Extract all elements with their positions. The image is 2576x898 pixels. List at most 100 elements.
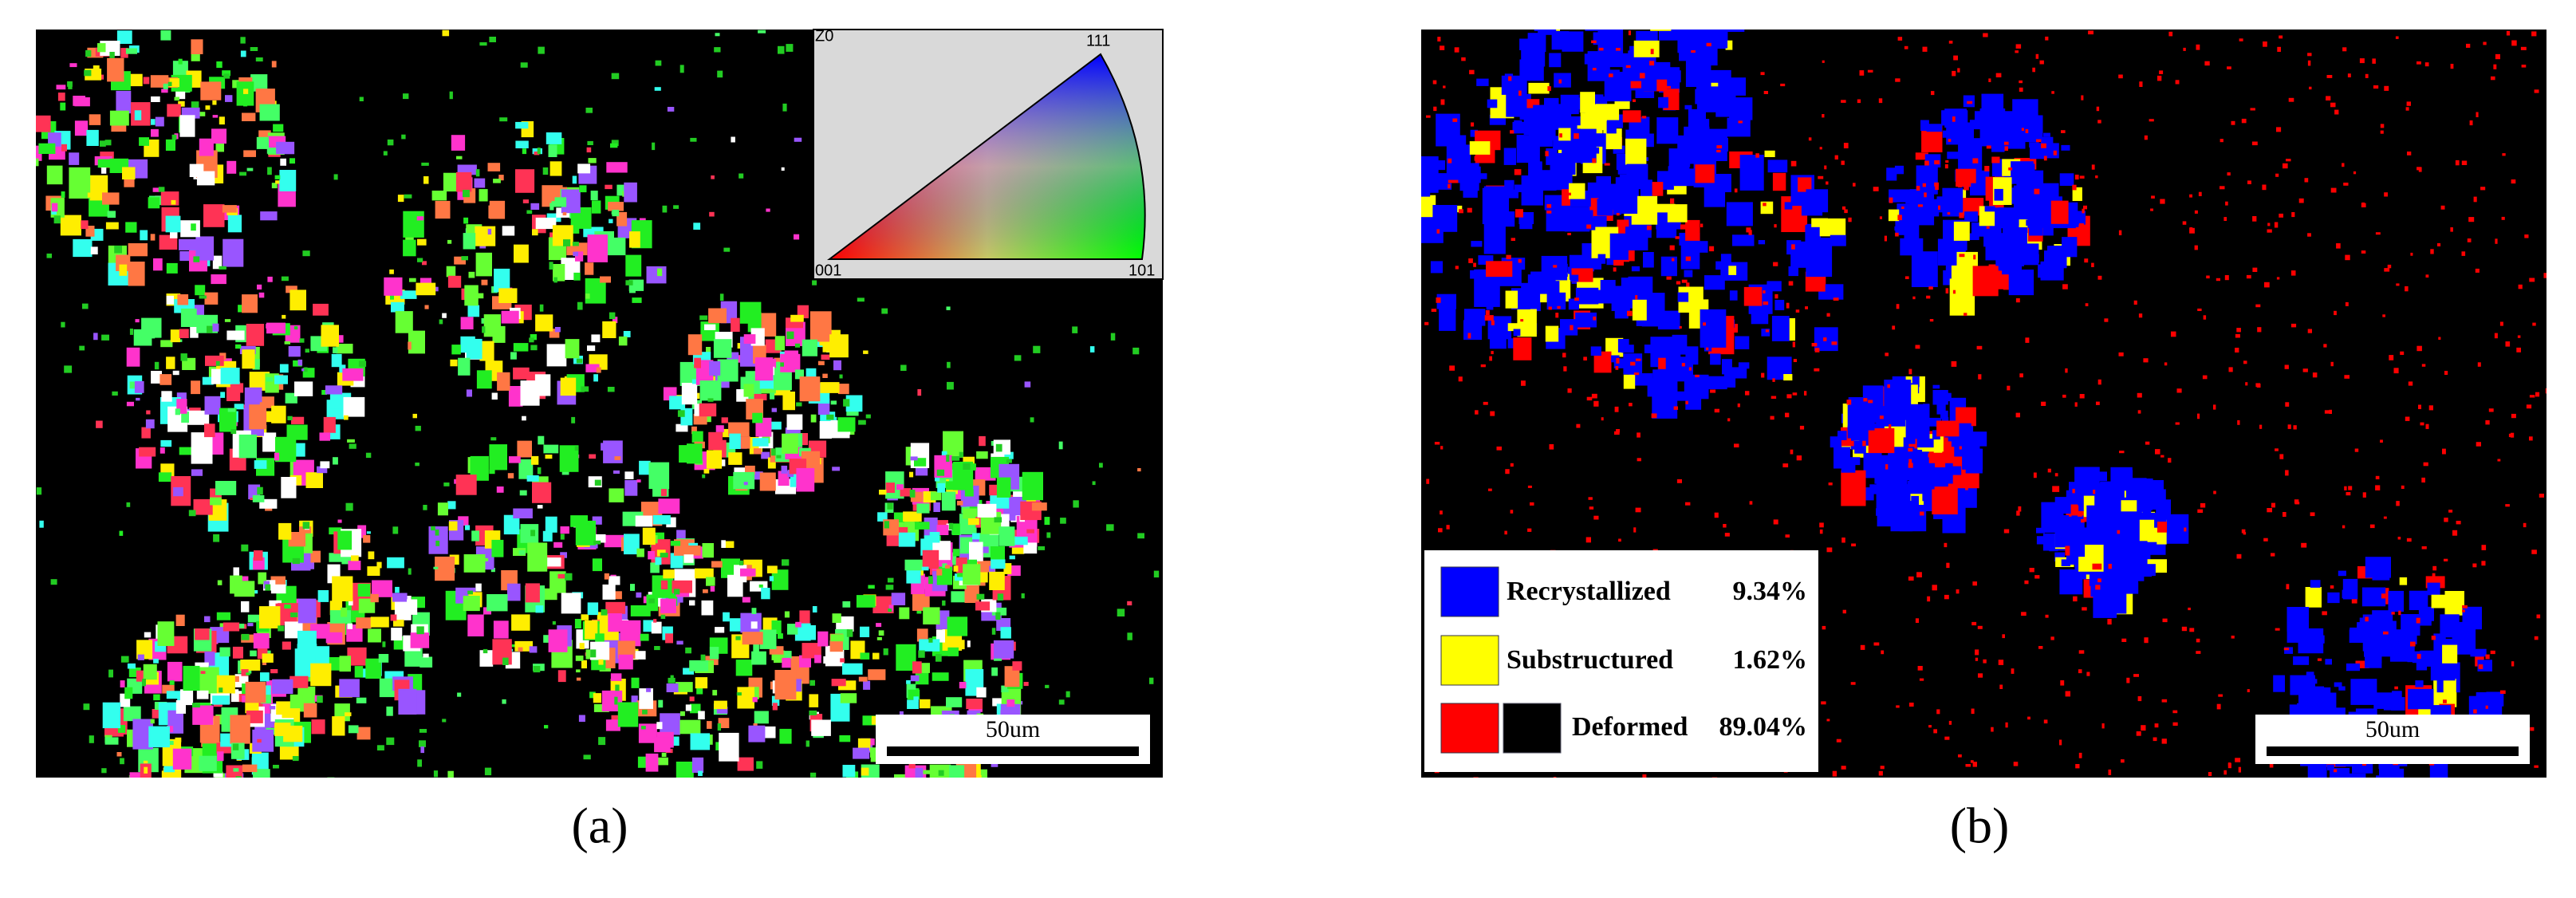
grain: [900, 364, 907, 371]
grain: [810, 772, 817, 778]
grain: [574, 446, 578, 451]
grain: [799, 655, 811, 668]
grain: [262, 432, 277, 452]
grain: [1714, 408, 1719, 413]
grain: [964, 489, 974, 497]
grain: [618, 654, 633, 670]
grain: [382, 641, 386, 648]
grain: [199, 112, 206, 116]
grain: [653, 619, 657, 623]
grain: [2372, 58, 2376, 64]
grain: [821, 354, 830, 360]
grain: [2286, 607, 2309, 632]
grain: [652, 515, 671, 525]
grain: [2108, 564, 2112, 569]
grain: [2043, 719, 2048, 724]
grain: [246, 167, 254, 171]
grain: [1579, 210, 1593, 219]
grain: [196, 690, 209, 699]
grain: [1873, 187, 1879, 191]
grain: [1598, 47, 1604, 51]
grain: [1685, 256, 1691, 262]
grain: [2252, 216, 2257, 222]
grain: [2326, 764, 2334, 770]
grain: [552, 620, 556, 625]
grain: [166, 691, 183, 699]
grain: [1922, 46, 1928, 52]
grain: [439, 319, 443, 325]
grain: [1611, 286, 1630, 311]
grain: [739, 560, 743, 565]
grain: [507, 583, 521, 601]
grain: [1670, 359, 1691, 377]
grain: [976, 687, 987, 698]
grain: [1792, 341, 1795, 348]
grain: [2410, 252, 2413, 256]
grain: [342, 368, 364, 381]
grain: [2184, 527, 2187, 532]
grain: [139, 137, 149, 146]
grain: [752, 697, 758, 703]
grain: [2162, 618, 2168, 623]
grain: [817, 360, 825, 365]
grain: [1446, 525, 1450, 530]
grain: [169, 786, 187, 809]
grain: [1440, 510, 1443, 515]
grain: [1811, 218, 1828, 227]
grain: [2452, 530, 2458, 536]
grain: [420, 746, 424, 754]
grain: [1491, 351, 1494, 355]
grain: [2220, 139, 2223, 143]
grain: [2050, 200, 2069, 224]
grain: [497, 372, 510, 391]
grain: [895, 522, 904, 529]
grain: [1073, 500, 1079, 508]
grain: [503, 514, 520, 535]
grain: [2279, 454, 2284, 459]
grain: [1828, 482, 1833, 486]
grain: [191, 49, 200, 61]
grain: [2203, 315, 2207, 320]
grain: [782, 559, 790, 566]
grain: [554, 327, 561, 333]
grain: [1454, 47, 1459, 53]
grain: [252, 359, 260, 370]
grain: [329, 657, 341, 671]
grain: [546, 132, 562, 144]
grain: [160, 447, 165, 454]
grain: [1026, 529, 1034, 534]
grain: [419, 740, 426, 747]
grain: [916, 609, 922, 614]
grain: [2309, 86, 2312, 90]
grain: [1486, 300, 1494, 310]
grain: [2516, 347, 2521, 353]
grain: [370, 593, 379, 603]
grain: [2427, 582, 2440, 596]
grain: [646, 687, 651, 692]
grain: [1503, 148, 1516, 165]
grain: [983, 546, 989, 553]
grain: [1436, 293, 1456, 309]
grain: [842, 765, 856, 778]
grain: [691, 431, 703, 443]
grain: [1471, 122, 1475, 127]
grain: [1948, 139, 1952, 142]
grain: [172, 370, 179, 376]
grain: [2285, 470, 2289, 476]
grain: [1563, 366, 1567, 372]
grain: [1613, 267, 1617, 272]
grain: [752, 412, 763, 423]
grain: [105, 222, 119, 230]
grain: [931, 491, 942, 501]
grain: [1805, 306, 1808, 309]
grain: [1454, 135, 1467, 147]
grain: [2330, 768, 2350, 778]
grain: [290, 694, 303, 709]
grain: [124, 177, 135, 187]
grain: [630, 584, 635, 591]
grain: [102, 192, 120, 205]
grain: [1917, 204, 1923, 207]
grain: [166, 262, 178, 274]
grain: [1763, 203, 1767, 207]
grain: [1574, 297, 1579, 301]
